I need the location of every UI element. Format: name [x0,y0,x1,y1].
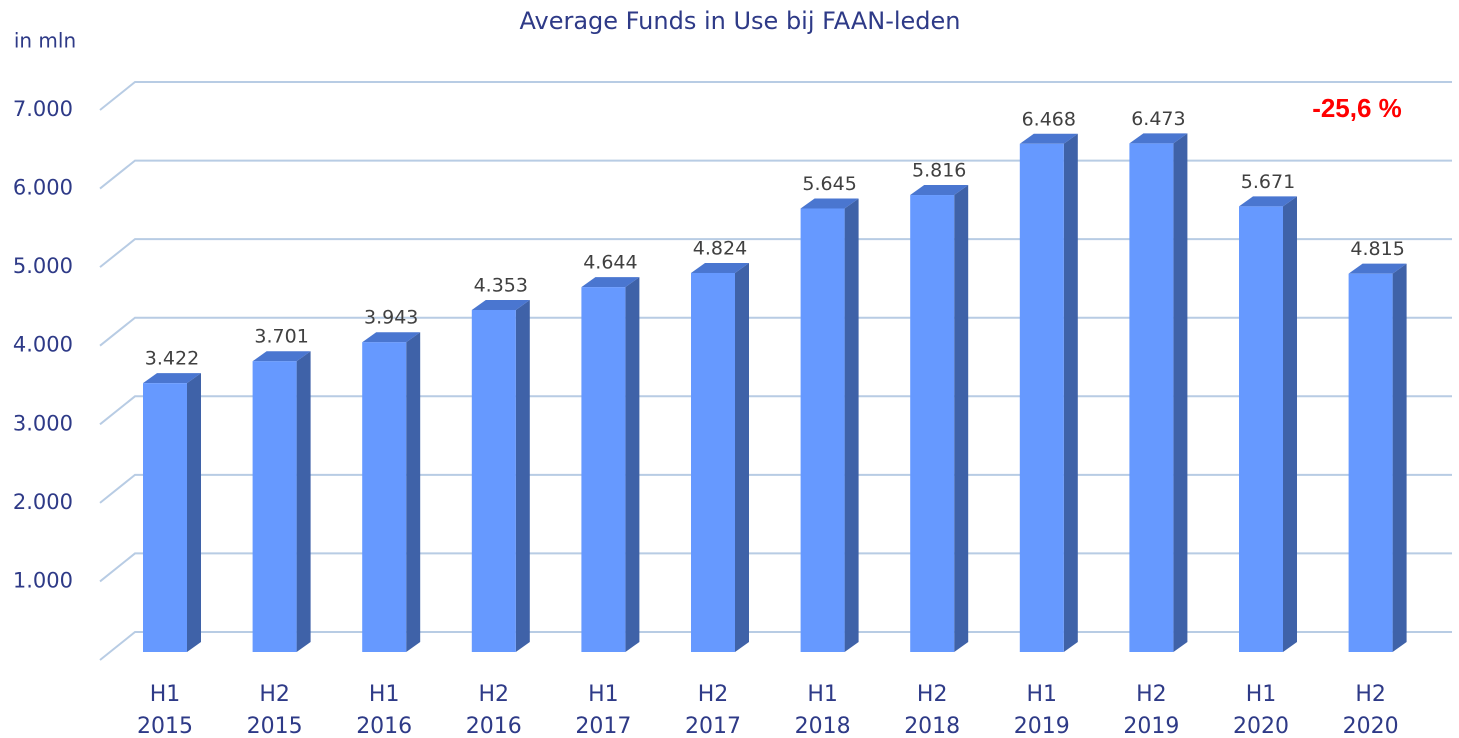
bar [471,299,530,652]
x-tick-label: H1 2017 [575,682,632,738]
bar-side [625,277,640,652]
bar [1129,133,1188,652]
x-tick-label: H1 2020 [1233,682,1289,738]
x-tick-label: H2 2019 [1123,682,1180,738]
bar-side [515,299,530,652]
bar-side [1392,263,1407,652]
value-label: 4.815 [1350,238,1404,260]
grid-line [99,552,1452,583]
bar [1348,263,1407,652]
grid-line [99,159,1452,190]
bar-side [1283,196,1297,652]
bar [1019,133,1078,653]
grid-line [99,238,1452,268]
value-label: 4.644 [583,252,637,274]
x-tick-label: H1 2016 [356,682,413,738]
bar-front [252,361,297,652]
value-label: 4.824 [693,237,747,259]
value-label: 6.473 [1131,108,1185,130]
x-tick-label: H2 2016 [465,682,522,738]
value-label: 5.671 [1241,171,1295,193]
y-axis-label: in mln [14,29,76,53]
x-tick-label: H2 2015 [246,682,303,738]
value-label: 3.701 [254,326,308,348]
bar-front [1019,143,1064,653]
x-tick-label: H2 2017 [685,682,741,738]
bar-front [143,383,187,652]
bar-top [252,351,311,362]
value-label: 6.468 [1022,108,1076,130]
bar-top [1348,263,1407,274]
x-tick-label: H2 2020 [1342,682,1399,738]
axis-floor [99,631,1452,661]
bar-front [581,287,626,652]
y-tick-label: 6.000 [13,176,73,200]
bar [362,332,421,652]
bar [581,277,640,652]
bar-top [910,185,969,196]
bar-top [471,299,530,310]
x-tick-label: H1 2019 [1013,682,1070,738]
bar-side [735,262,749,652]
bar-top [143,373,201,384]
bar-front [800,208,845,652]
bar-front [471,309,516,652]
annotation: -25,6 % [1312,93,1402,123]
bar-front [1129,143,1174,652]
y-tick-label: 3.000 [13,411,73,435]
grid-line [99,395,1452,426]
bar-front [1348,273,1393,652]
y-tick-label: 5.000 [13,254,73,278]
bar-side [406,332,421,652]
chart-title: Average Funds in Use bij FAAN-leden [520,7,961,35]
bar-side [296,351,311,652]
bar-top [1019,133,1078,144]
bar-side [1063,133,1078,653]
bar-front [691,272,735,652]
bar [252,351,311,652]
y-tick-label: 2.000 [13,490,73,514]
grid-line [99,316,1452,347]
grid-line [99,81,1452,111]
value-label: 5.645 [802,173,856,195]
bar-top [691,262,749,273]
bar-side [844,198,859,652]
bar [910,185,969,652]
value-label: 3.943 [364,307,418,329]
bar-front [910,195,955,652]
bar [691,262,749,652]
bar-front [1239,206,1283,652]
bar-top [800,198,859,209]
bar [1239,196,1297,652]
value-label: 5.816 [912,160,966,182]
bar [800,198,859,652]
x-tick-label: H1 2018 [794,682,851,738]
bar-side [187,373,201,652]
bar-top [362,332,421,343]
bar-front [362,342,407,652]
bar-top [581,277,640,288]
bar-top [1129,133,1188,144]
bar-side [954,185,969,652]
value-label: 3.422 [145,348,199,370]
y-tick-label: 1.000 [13,568,73,592]
y-tick-label: 7.000 [13,97,73,121]
x-tick-label: H1 2015 [137,682,193,738]
bar-top [1239,196,1297,207]
y-tick-label: 4.000 [13,333,73,357]
grid-line [99,473,1452,504]
value-label: 4.353 [474,274,528,296]
x-tick-label: H2 2018 [904,682,961,738]
bar-side [1173,133,1188,652]
bar [143,373,201,652]
